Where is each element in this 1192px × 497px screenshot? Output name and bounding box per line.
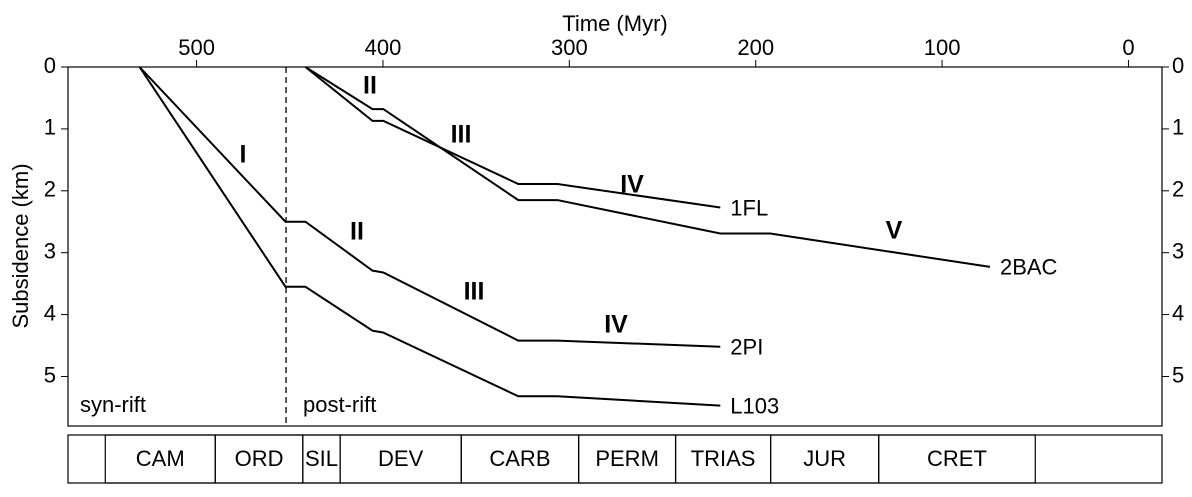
x-tick-label: 500 (178, 35, 215, 60)
period-label: PERM (595, 446, 659, 471)
series-line (138, 66, 721, 407)
y-tick-label: 0 (44, 53, 56, 78)
period-label: TRIAS (691, 446, 756, 471)
x-axis-title: Time (Myr) (562, 11, 668, 36)
y-tick-label: 4 (1172, 300, 1184, 325)
series-label: L103 (730, 393, 779, 418)
series-label: 2BAC (1000, 255, 1058, 280)
x-tick-label: 400 (365, 35, 402, 60)
x-tick-label: 200 (737, 35, 774, 60)
annotation: IV (604, 311, 628, 339)
annotation: III (464, 278, 485, 306)
y-tick-label: 3 (1172, 239, 1184, 264)
period-label: CARB (489, 446, 550, 471)
period-label: ORD (235, 446, 284, 471)
annotation: V (886, 217, 903, 245)
period-label: JUR (803, 446, 846, 471)
annotation: III (451, 121, 472, 149)
y-tick-label: 1 (1172, 115, 1184, 140)
y-axis-title: Subsidence (km) (8, 163, 33, 328)
y-tick-label: 2 (1172, 177, 1184, 202)
y-tick-label: 3 (44, 239, 56, 264)
x-tick-label: 100 (924, 35, 961, 60)
series-label: 2PI (730, 335, 763, 360)
series-label: 1FL (730, 195, 768, 220)
x-tick-label: 300 (551, 35, 588, 60)
annotation: II (363, 72, 377, 100)
series-line (304, 66, 991, 268)
y-tick-label: 4 (44, 300, 56, 325)
y-tick-label: 2 (44, 177, 56, 202)
y-tick-label: 0 (1172, 53, 1184, 78)
period-box (878, 434, 1036, 484)
series-line (138, 66, 721, 348)
annotation: syn-rift (80, 392, 146, 417)
annotation: IV (620, 171, 644, 199)
period-label: CRET (927, 446, 987, 471)
annotation: I (240, 141, 247, 169)
x-tick-label: 0 (1122, 35, 1134, 60)
series-line (304, 66, 721, 209)
period-label: DEV (378, 446, 424, 471)
y-tick-label: 1 (44, 115, 56, 140)
period-label: CAM (136, 446, 185, 471)
y-tick-label: 5 (44, 362, 56, 387)
y-tick-label: 5 (1172, 362, 1184, 387)
plot-frame (67, 66, 1163, 427)
period-label: SIL (305, 446, 338, 471)
annotation: post-rift (303, 392, 376, 417)
annotation: II (350, 218, 364, 246)
